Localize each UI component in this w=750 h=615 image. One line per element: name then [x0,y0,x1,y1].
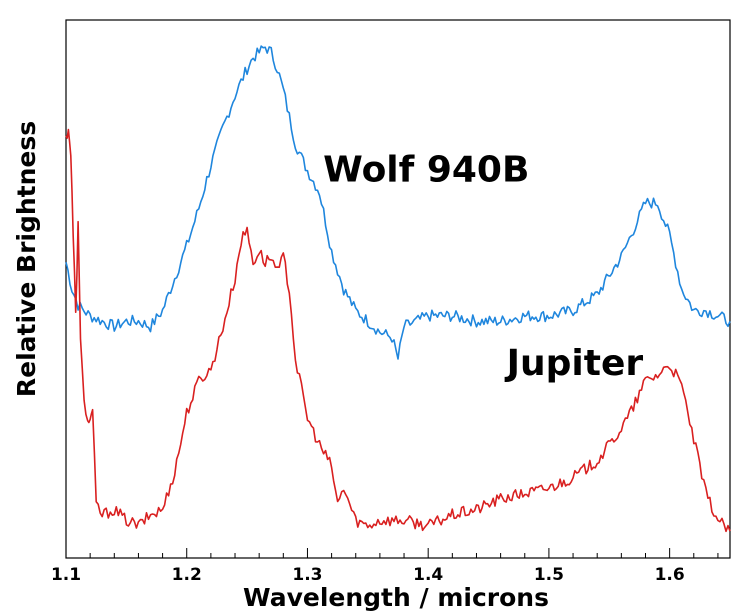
x-tick-label: 1.2 [172,565,202,585]
x-tick-label: 1.4 [413,565,443,585]
plot-frame [65,19,731,559]
x-tick-label: 1.1 [51,565,81,585]
series-lines [65,45,731,533]
series-annotations: Wolf 940B Jupiter [323,149,643,384]
x-axis-title: Wavelength / microns [243,583,549,612]
series-label: Wolf 940B [323,149,529,190]
y-axis-title: Relative Brightness [12,121,41,397]
x-tick-label: 1.3 [292,565,322,585]
x-tick-label: 1.5 [534,565,564,585]
series-line-wolf-940b [65,45,731,360]
x-ticks [65,548,719,558]
series-line-jupiter [65,128,731,533]
x-tick-labels: 1.1 1.2 1.3 1.4 1.5 1.6 [51,565,685,585]
series-label: Jupiter [504,343,644,384]
x-tick-label: 1.6 [655,565,685,585]
